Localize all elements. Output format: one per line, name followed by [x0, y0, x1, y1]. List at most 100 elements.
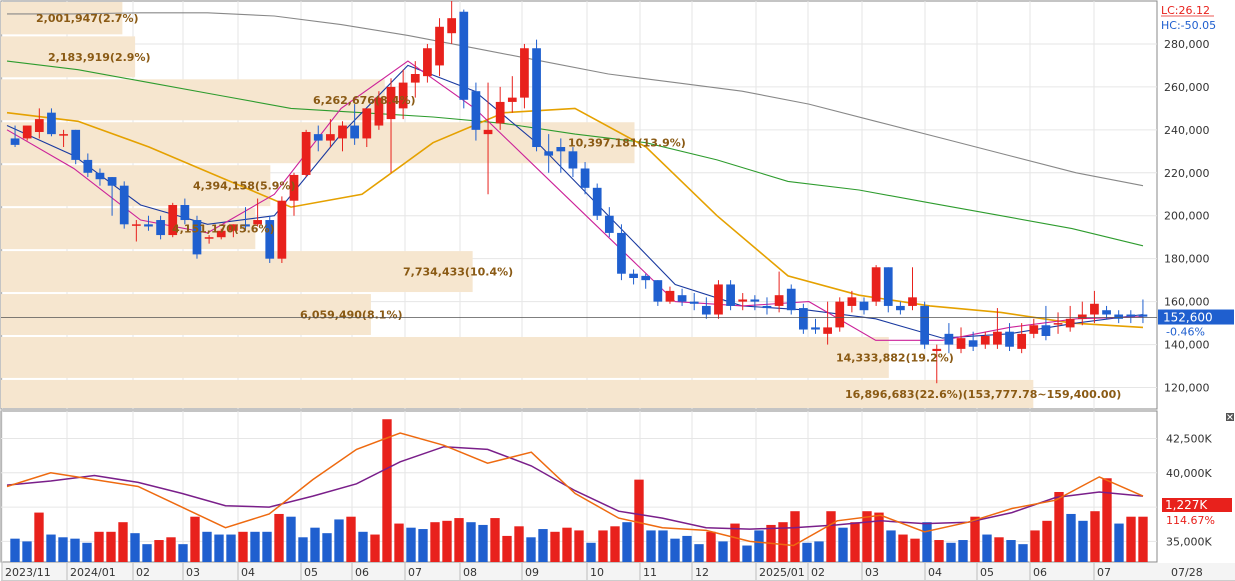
candle[interactable]	[968, 331, 978, 352]
candle[interactable]	[908, 267, 917, 311]
volume-bar[interactable]	[274, 513, 284, 562]
volume-bar[interactable]	[10, 538, 20, 562]
volume-bar[interactable]	[226, 534, 236, 562]
candle[interactable]	[313, 125, 323, 152]
volume-bar[interactable]	[1030, 530, 1040, 562]
volume-bar[interactable]	[1042, 520, 1052, 562]
volume-bar[interactable]	[982, 534, 992, 562]
volume-bar[interactable]	[514, 526, 524, 562]
candle[interactable]	[641, 273, 651, 289]
volume-bar[interactable]	[1138, 516, 1148, 562]
candle[interactable]	[835, 297, 845, 332]
candle[interactable]	[956, 327, 966, 354]
volume-bar[interactable]	[1114, 523, 1124, 562]
candle[interactable]	[435, 18, 444, 77]
volume-bar[interactable]	[754, 530, 764, 562]
volume-bar[interactable]	[610, 526, 620, 562]
volume-bar[interactable]	[814, 541, 824, 562]
volume-bar[interactable]	[34, 512, 44, 562]
candle[interactable]	[944, 323, 954, 354]
volume-bar[interactable]	[946, 542, 956, 562]
candle[interactable]	[823, 301, 832, 345]
candle[interactable]	[786, 284, 796, 315]
volume-bar[interactable]	[1126, 516, 1136, 562]
volume-bar[interactable]	[1090, 511, 1100, 562]
candle[interactable]	[871, 265, 881, 306]
candle[interactable]	[107, 177, 117, 216]
volume-bar[interactable]	[370, 534, 380, 562]
volume-bar[interactable]	[262, 531, 272, 562]
candle[interactable]	[677, 288, 687, 306]
volume-bar[interactable]	[1078, 520, 1088, 562]
volume-bar[interactable]	[142, 544, 152, 562]
volume-bar[interactable]	[502, 535, 512, 562]
candle[interactable]	[532, 39, 541, 152]
volume-bar[interactable]	[622, 522, 632, 562]
candle[interactable]	[326, 119, 335, 148]
candle[interactable]	[1053, 312, 1063, 334]
volume-bar[interactable]	[862, 511, 872, 562]
candle[interactable]	[253, 198, 262, 227]
candle[interactable]	[350, 104, 360, 145]
candle[interactable]	[1126, 310, 1136, 324]
candle[interactable]	[289, 172, 299, 216]
volume-bar[interactable]	[382, 419, 392, 562]
candle[interactable]	[386, 78, 396, 173]
candle[interactable]	[83, 153, 93, 178]
candle[interactable]	[665, 286, 675, 304]
volume-bar[interactable]	[874, 512, 884, 562]
candle[interactable]	[216, 228, 226, 240]
candle[interactable]	[847, 290, 857, 313]
volume-bar[interactable]	[826, 511, 836, 562]
volume-bar[interactable]	[58, 537, 68, 562]
candle[interactable]	[653, 280, 663, 306]
volume-bar[interactable]	[118, 522, 128, 562]
volume-bar[interactable]	[214, 534, 224, 562]
volume-bar[interactable]	[394, 523, 404, 562]
volume-bar[interactable]	[82, 542, 92, 562]
volume-bar[interactable]	[850, 522, 860, 562]
candle[interactable]	[811, 318, 820, 334]
candle[interactable]	[156, 215, 165, 240]
volume-bar[interactable]	[838, 527, 848, 562]
candle[interactable]	[993, 308, 1002, 349]
candle[interactable]	[762, 297, 772, 315]
candle[interactable]	[144, 215, 153, 231]
candle[interactable]	[896, 301, 905, 315]
candle[interactable]	[483, 82, 493, 195]
volume-bar[interactable]	[334, 519, 344, 562]
volume-bar[interactable]	[706, 531, 716, 562]
candle[interactable]	[520, 43, 529, 109]
candle[interactable]	[241, 207, 250, 231]
volume-bar[interactable]	[898, 534, 908, 562]
candle[interactable]	[362, 108, 372, 148]
candle[interactable]	[883, 267, 893, 313]
candle[interactable]	[410, 61, 420, 98]
candle[interactable]	[119, 181, 129, 229]
volume-bar[interactable]	[910, 538, 920, 562]
candle[interactable]	[1041, 305, 1051, 341]
volume-bar[interactable]	[22, 541, 32, 562]
volume-bar[interactable]	[586, 542, 596, 562]
volume-bar[interactable]	[130, 533, 140, 562]
volume-bar[interactable]	[166, 537, 176, 562]
candle[interactable]	[1065, 305, 1075, 332]
candle[interactable]	[398, 69, 408, 120]
candle[interactable]	[580, 162, 590, 195]
volume-bar[interactable]	[250, 531, 260, 562]
volume-bar[interactable]	[466, 522, 476, 562]
candle[interactable]	[277, 196, 287, 263]
candle[interactable]	[920, 301, 930, 349]
candle[interactable]	[192, 215, 202, 259]
volume-bar[interactable]	[778, 522, 788, 562]
volume-bar[interactable]	[538, 529, 548, 562]
volume-bar[interactable]	[190, 516, 200, 562]
volume-bar[interactable]	[886, 530, 896, 562]
volume-bar[interactable]	[658, 530, 668, 562]
volume-bar[interactable]	[406, 527, 416, 562]
volume-bar[interactable]	[634, 479, 644, 562]
volume-bar[interactable]	[562, 527, 572, 562]
candle[interactable]	[471, 82, 481, 141]
volume-bar[interactable]	[478, 524, 488, 562]
